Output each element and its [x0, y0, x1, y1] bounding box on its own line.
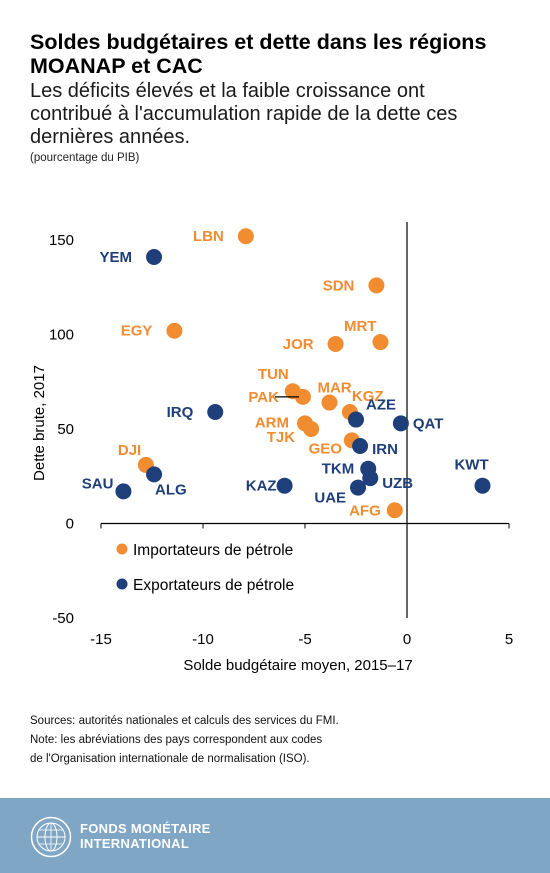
data-point-tjk — [303, 421, 320, 437]
point-label-lbn: LBN — [193, 228, 224, 245]
abbreviation-note-line-2: de l'Organisation internationale de norm… — [30, 753, 310, 765]
chart-subtitle: Les déficits élevés et la faible croissa… — [30, 80, 540, 149]
x-tick-label: -5 — [298, 631, 311, 648]
y-tick-label: 150 — [49, 232, 74, 249]
data-points — [115, 228, 491, 519]
data-point-sau — [115, 483, 132, 500]
point-label-irn: IRN — [372, 441, 398, 458]
legend: Importateurs de pétrole Exportateurs de p… — [116, 542, 294, 594]
point-label-dji: DJI — [118, 442, 141, 459]
notes: Sources: autorités nationales et calculs… — [30, 712, 530, 769]
x-tick-label: 5 — [505, 631, 513, 648]
chart-subtitle-line-2: contribué à l'accumulation rapide de la … — [30, 103, 458, 125]
organization-name: FONDS MONÉTAIRE INTERNATIONAL — [80, 821, 211, 851]
point-label-tun: TUN — [258, 366, 289, 383]
point-label-arm: ARM — [255, 414, 289, 431]
x-tick-label: 0 — [403, 631, 411, 648]
x-tick-label: -10 — [192, 631, 214, 648]
data-point-jor — [327, 335, 344, 352]
data-point-kaz — [276, 477, 293, 494]
chart-subtitle-line-1: Les déficits élevés et la faible croissa… — [30, 80, 425, 102]
data-point-kwt — [474, 477, 491, 494]
point-label-egy: EGY — [121, 323, 153, 340]
point-label-mar: MAR — [317, 380, 351, 397]
point-label-geo: GEO — [309, 440, 343, 457]
data-point-aze — [348, 411, 364, 428]
chart-title-line-2: MOANAP et CAC — [30, 54, 203, 78]
legend-marker-0 — [116, 543, 128, 555]
unit-label: (pourcentage du PIB) — [30, 152, 140, 164]
data-point-uae — [350, 479, 367, 496]
footer-bar: FONDS MONÉTAIRE INTERNATIONAL — [0, 798, 550, 873]
point-label-qat: QAT — [413, 415, 444, 432]
organization-name-line-1: FONDS MONÉTAIRE — [80, 821, 211, 836]
data-point-lbn — [237, 228, 254, 245]
point-label-jor: JOR — [283, 336, 314, 353]
chart-title: Soldes budgétaires et dette dans les rég… — [30, 30, 530, 78]
data-point-alg — [146, 466, 163, 483]
point-label-kaz: KAZ — [246, 478, 277, 495]
data-point-yem — [146, 249, 163, 266]
point-label-pak: PAK — [248, 389, 279, 406]
point-label-afg: AFG — [349, 502, 381, 519]
point-label-uae: UAE — [314, 490, 346, 507]
y-axis-title: Dette brute, 2017 — [31, 365, 48, 481]
legend-marker-1 — [116, 578, 128, 590]
point-label-kgz: KGZ — [352, 388, 384, 405]
point-label-sdn: SDN — [323, 277, 355, 294]
chart-title-line-1: Soldes budgétaires et dette dans les rég… — [30, 30, 487, 54]
legend-label-0: Importateurs de pétrole — [133, 542, 293, 559]
data-point-mrt — [372, 334, 389, 351]
point-label-tjk: TJK — [267, 429, 296, 446]
point-label-alg: ALG — [155, 481, 187, 498]
data-point-uzb — [362, 470, 379, 487]
legend-label-1: Exportateurs de pétrole — [133, 577, 294, 594]
data-point-qat — [392, 415, 409, 432]
data-point-mar — [321, 394, 338, 411]
point-label-sau: SAU — [82, 475, 114, 492]
data-point-pak — [294, 388, 311, 405]
point-label-mrt: MRT — [344, 318, 377, 335]
point-label-aze: AZE — [366, 397, 396, 414]
chart-subtitle-line-3: dernières années. — [30, 126, 191, 148]
data-point-irn — [352, 438, 369, 455]
organization-name-line-2: INTERNATIONAL — [80, 836, 190, 851]
source-note: Sources: autorités nationales et calculs… — [30, 715, 339, 727]
y-tick-label: 50 — [57, 421, 74, 438]
point-label-uzb: UZB — [382, 475, 413, 492]
point-label-irq: IRQ — [167, 404, 194, 421]
point-label-yem: YEM — [100, 249, 133, 266]
x-tick-label: -15 — [90, 631, 112, 648]
point-label-tkm: TKM — [322, 461, 355, 478]
y-tick-label: -50 — [52, 610, 74, 627]
data-point-afg — [386, 502, 403, 519]
y-tick-label: 0 — [66, 516, 74, 533]
data-point-irq — [207, 403, 224, 420]
point-label-kwt: KWT — [454, 457, 488, 474]
x-axis-title: Solde budgétaire moyen, 2015–17 — [183, 657, 412, 674]
data-point-sdn — [368, 277, 385, 294]
y-tick-label: 100 — [49, 327, 74, 344]
data-point-egy — [166, 322, 183, 339]
abbreviation-note-line-1: Note: les abréviations des pays correspo… — [30, 734, 323, 746]
imf-seal-icon — [30, 816, 72, 858]
